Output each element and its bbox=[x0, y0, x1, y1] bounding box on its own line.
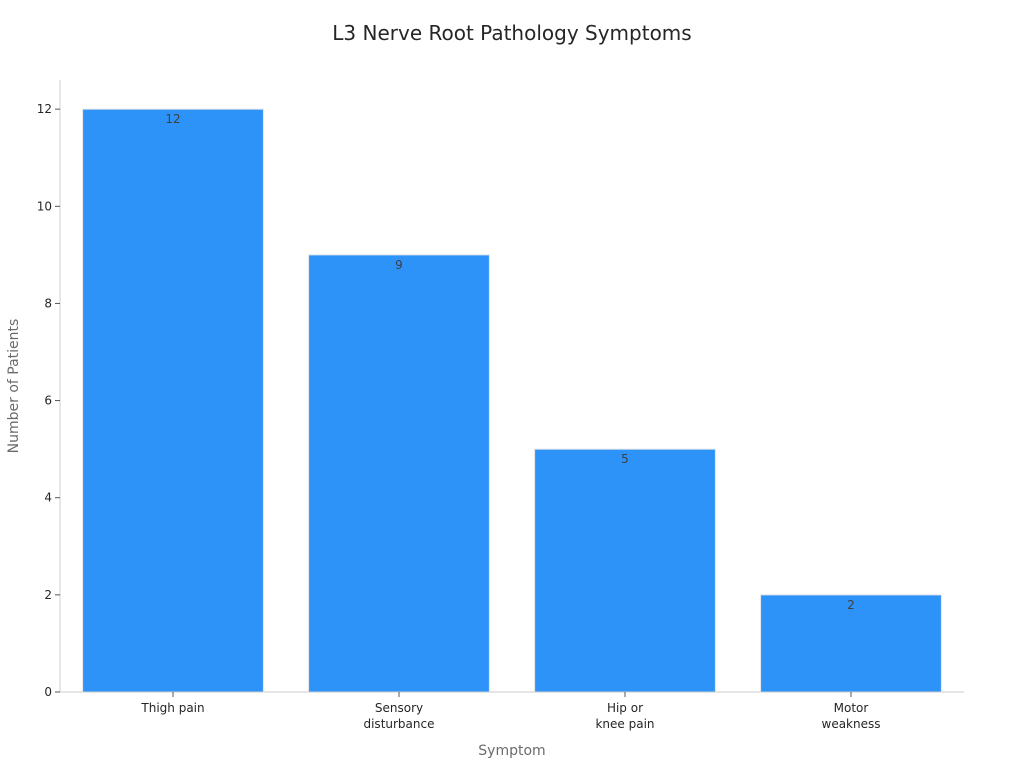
data-labels-group: 12 9 5 2 bbox=[165, 112, 854, 612]
y-tick-label-6: 12 bbox=[37, 102, 52, 116]
y-tick-label-4: 8 bbox=[44, 296, 52, 310]
x-tick-label-0: Thigh pain bbox=[140, 701, 204, 715]
x-tick-label-line: Motor bbox=[834, 701, 869, 715]
x-tick-label-3: Motor weakness bbox=[822, 701, 881, 731]
x-tick-label-line: Hip or bbox=[607, 701, 643, 715]
x-tick-label-line: weakness bbox=[822, 717, 881, 731]
y-tick-label-0: 0 bbox=[44, 685, 52, 699]
bars-group bbox=[82, 108, 942, 693]
x-tick-label-line: disturbance bbox=[363, 717, 434, 731]
x-tick-label-1: Sensory disturbance bbox=[363, 701, 434, 731]
y-axis-title: Number of Patients bbox=[6, 319, 22, 454]
bar-3 bbox=[760, 594, 942, 693]
chart-title: L3 Nerve Root Pathology Symptoms bbox=[332, 21, 691, 45]
data-label-3: 2 bbox=[847, 598, 855, 612]
data-label-2: 5 bbox=[621, 452, 629, 466]
bar-1 bbox=[308, 254, 490, 693]
x-ticks-group: Thigh pain Sensory disturbance Hip or knee p… bbox=[140, 692, 881, 731]
x-tick-label-2: Hip or knee pain bbox=[595, 701, 654, 731]
bar-0 bbox=[82, 108, 264, 693]
x-axis-title: Symptom bbox=[478, 743, 545, 759]
data-label-0: 12 bbox=[165, 112, 180, 126]
x-tick-label-line: knee pain bbox=[595, 717, 654, 731]
x-tick-label-line: Thigh pain bbox=[140, 701, 204, 715]
y-tick-label-5: 10 bbox=[37, 199, 52, 213]
bar-2 bbox=[534, 448, 716, 693]
y-ticks-group: 0 2 4 6 8 10 12 bbox=[37, 102, 60, 699]
y-tick-label-3: 6 bbox=[44, 394, 52, 408]
y-tick-label-1: 2 bbox=[44, 588, 52, 602]
data-label-1: 9 bbox=[395, 258, 403, 272]
y-tick-label-2: 4 bbox=[44, 491, 52, 505]
x-tick-label-line: Sensory bbox=[375, 701, 423, 715]
